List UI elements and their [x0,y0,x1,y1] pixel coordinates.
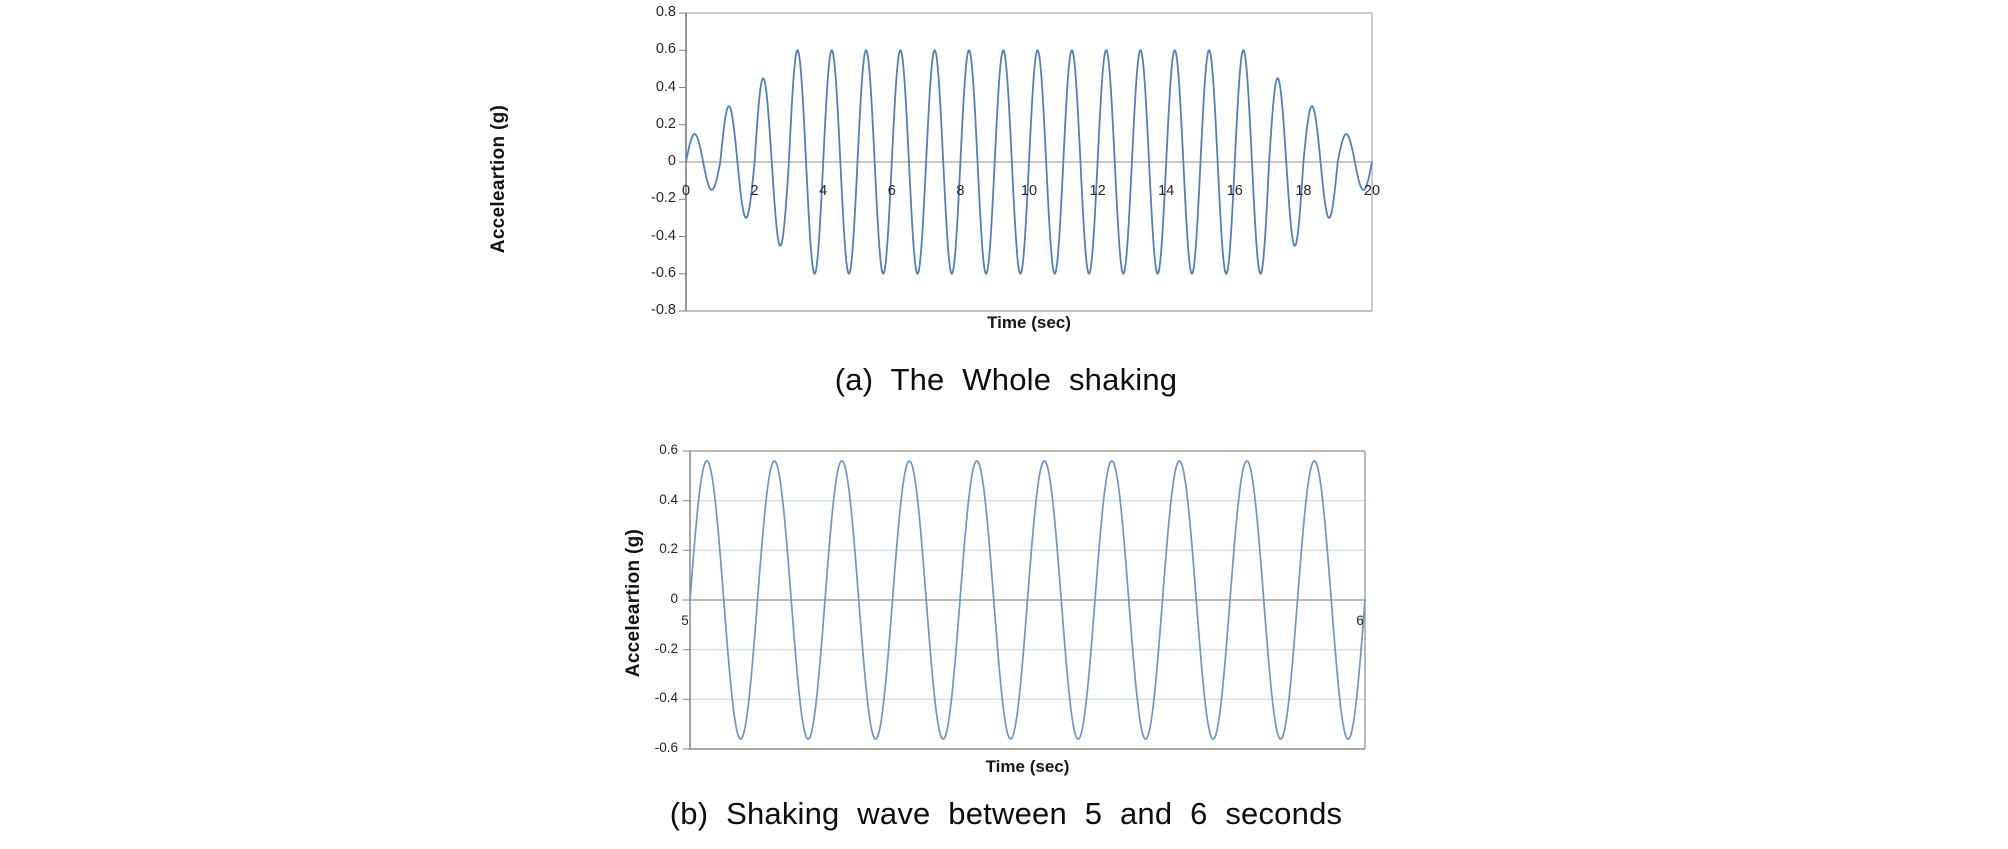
x-tick-label: 8 [956,183,965,199]
y-tick-label: 0.8 [655,4,676,20]
y-tick-label: 0 [670,591,678,606]
y-tick-label: -0.6 [654,740,678,755]
wave-line-a [685,49,1373,275]
x-axis-title-b: Time (sec) [985,757,1070,776]
wave-line-b [689,460,1366,740]
caption-b: (b) Shaking wave between 5 and 6 seconds [669,796,1343,831]
y-tick-label: 0.2 [655,115,676,132]
caption-a: (a) The Whole shaking [834,362,1178,397]
x-tick-label: 14 [1158,183,1175,199]
y-axis-title-a: Acceleartion (g) [488,104,509,254]
y-tick-label: 0.4 [655,78,676,95]
y-tick-label: -0.6 [651,264,676,281]
x-tick-label: 10 [1020,183,1038,199]
x-tick-label: 16 [1226,183,1243,199]
y-tick-label: 0 [667,153,676,169]
x-axis-title-a: Time (sec) [987,313,1071,332]
x-tick-label: 18 [1295,183,1312,199]
y-tick-label: 0.4 [659,491,678,507]
x-tick-label: 12 [1089,183,1106,199]
x-tick-label: 6 [1356,613,1364,628]
y-tick-label: 0.6 [659,442,678,457]
y-tick-label: 0.2 [659,541,678,557]
y-tick-label: -0.4 [651,227,676,244]
x-tick-label: 0 [681,183,691,199]
y-tick-label: 0.6 [655,41,676,58]
y-tick-label: -0.2 [654,640,678,656]
x-tick-label: 5 [681,613,689,628]
x-tick-label: 2 [750,183,759,199]
x-tick-label: 20 [1363,183,1381,199]
y-tick-label: -0.2 [651,190,676,207]
x-tick-label: 4 [819,183,828,199]
y-tick-label: -0.8 [651,302,676,318]
x-tick-label: 6 [887,183,896,199]
y-tick-label: -0.4 [654,690,678,706]
